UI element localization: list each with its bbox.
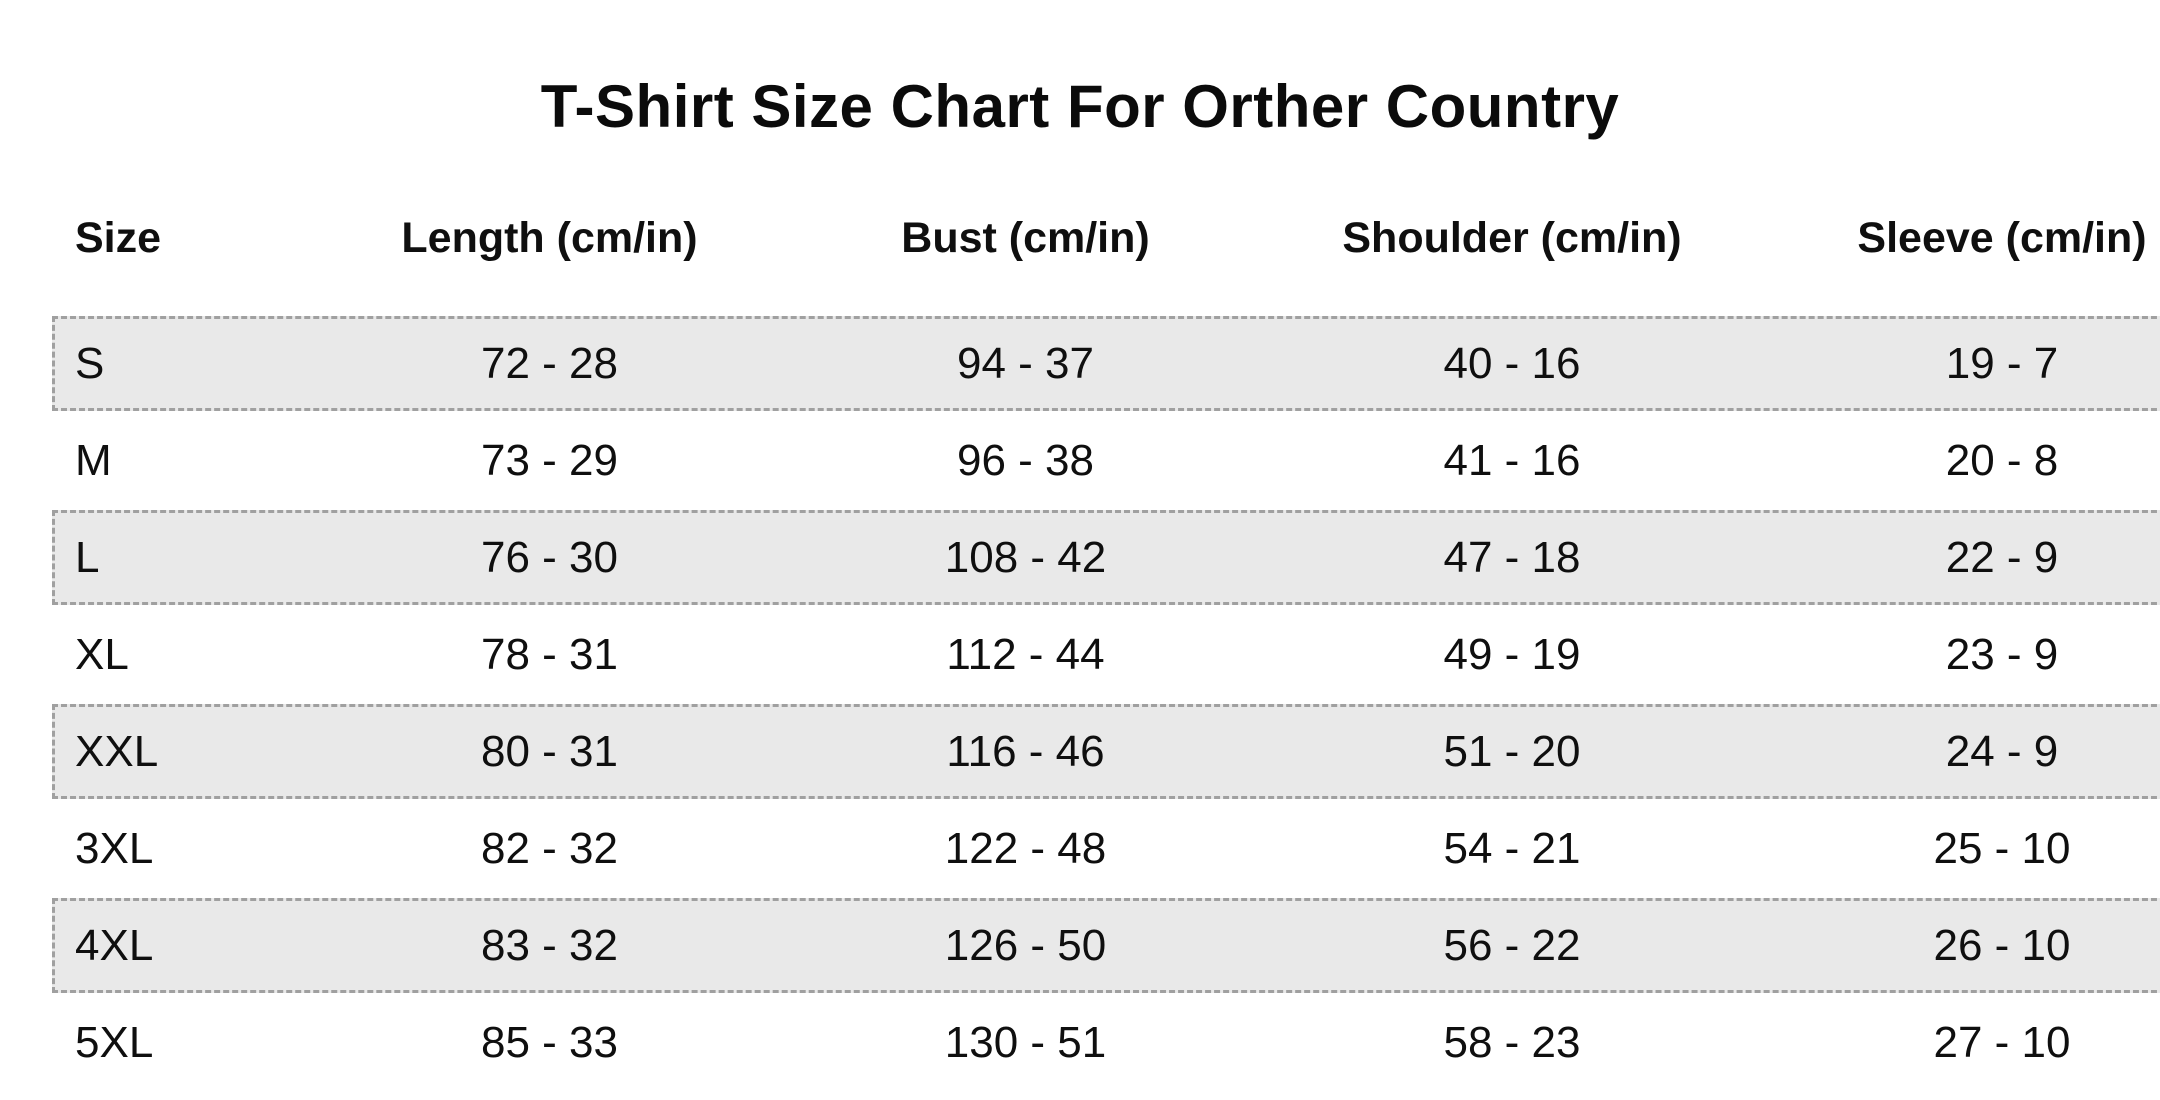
table-row: XL 78 - 31 112 - 44 49 - 19 23 - 9 <box>0 606 2160 703</box>
bust-cell: 112 - 44 <box>946 629 1105 679</box>
table-row: M 73 - 29 96 - 38 41 - 16 20 - 8 <box>0 412 2160 509</box>
column-header-size: Size <box>75 214 162 262</box>
sleeve-cell: 22 - 9 <box>1945 532 2059 582</box>
size-cell: 3XL <box>75 823 154 873</box>
table-row: 5XL 85 - 33 130 - 51 58 - 23 27 - 10 <box>0 994 2160 1091</box>
shoulder-cell: 47 - 18 <box>1443 532 1581 582</box>
table-body: S 72 - 28 94 - 37 40 - 16 19 - 7 M 73 - 29 96 -… <box>0 315 2160 1091</box>
size-cell: M <box>75 435 112 485</box>
sleeve-cell: 20 - 8 <box>1945 435 2059 485</box>
size-cell: XXL <box>75 726 159 776</box>
shoulder-cell: 58 - 23 <box>1443 1017 1581 1067</box>
shoulder-cell: 41 - 16 <box>1443 435 1581 485</box>
table-header-row: Size Length (cm/in) Bust (cm/in) Shoulde… <box>0 190 2160 287</box>
sleeve-cell: 25 - 10 <box>1933 823 2071 873</box>
column-header-sleeve: Sleeve (cm/in) <box>1857 214 2147 262</box>
length-cell: 80 - 31 <box>481 726 618 776</box>
shoulder-cell: 56 - 22 <box>1443 920 1581 970</box>
table-row: 3XL 82 - 32 122 - 48 54 - 21 25 - 10 <box>0 800 2160 897</box>
bust-cell: 116 - 46 <box>946 726 1105 776</box>
size-cell: 4XL <box>75 920 154 970</box>
shoulder-cell: 54 - 21 <box>1443 823 1581 873</box>
size-table: Size Length (cm/in) Bust (cm/in) Shoulde… <box>0 190 2160 1091</box>
size-cell: S <box>75 338 105 388</box>
shoulder-cell: 51 - 20 <box>1443 726 1581 776</box>
page-title: T-Shirt Size Chart For Orther Country <box>540 73 1620 140</box>
length-cell: 73 - 29 <box>481 435 618 485</box>
bust-cell: 126 - 50 <box>944 920 1107 970</box>
sleeve-cell: 26 - 10 <box>1933 920 2071 970</box>
length-cell: 85 - 33 <box>481 1017 618 1067</box>
bust-cell: 130 - 51 <box>944 1017 1107 1067</box>
sleeve-cell: 19 - 7 <box>1945 338 2059 388</box>
shoulder-cell: 49 - 19 <box>1443 629 1581 679</box>
column-header-shoulder: Shoulder (cm/in) <box>1342 214 1682 262</box>
table-row: L 76 - 30 108 - 42 47 - 18 22 - 9 <box>0 509 2160 606</box>
table-row: S 72 - 28 94 - 37 40 - 16 19 - 7 <box>0 315 2160 412</box>
sleeve-cell: 23 - 9 <box>1945 629 2059 679</box>
bust-cell: 122 - 48 <box>944 823 1107 873</box>
length-cell: 72 - 28 <box>481 338 618 388</box>
shoulder-cell: 40 - 16 <box>1443 338 1581 388</box>
bust-cell: 108 - 42 <box>944 532 1107 582</box>
length-cell: 78 - 31 <box>481 629 618 679</box>
length-cell: 83 - 32 <box>481 920 618 970</box>
table-row: 4XL 83 - 32 126 - 50 56 - 22 26 - 10 <box>0 897 2160 994</box>
bust-cell: 96 - 38 <box>957 435 1094 485</box>
size-cell: L <box>75 532 100 582</box>
column-header-bust: Bust (cm/in) <box>901 214 1150 262</box>
size-cell: XL <box>75 629 129 679</box>
length-cell: 76 - 30 <box>481 532 618 582</box>
sleeve-cell: 27 - 10 <box>1933 1017 2071 1067</box>
bust-cell: 94 - 37 <box>957 338 1094 388</box>
sleeve-cell: 24 - 9 <box>1945 726 2059 776</box>
column-header-length: Length (cm/in) <box>401 214 698 262</box>
size-cell: 5XL <box>75 1017 154 1067</box>
length-cell: 82 - 32 <box>481 823 618 873</box>
table-row: XXL 80 - 31 116 - 46 51 - 20 24 - 9 <box>0 703 2160 800</box>
